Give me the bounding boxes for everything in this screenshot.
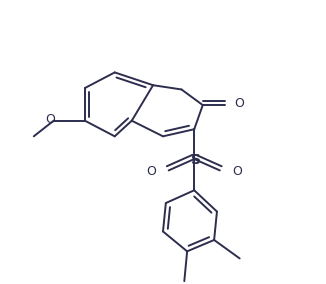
Text: O: O: [45, 113, 55, 126]
Text: S: S: [191, 153, 201, 168]
Text: O: O: [232, 165, 242, 178]
Text: O: O: [147, 165, 156, 178]
Text: O: O: [234, 97, 244, 110]
